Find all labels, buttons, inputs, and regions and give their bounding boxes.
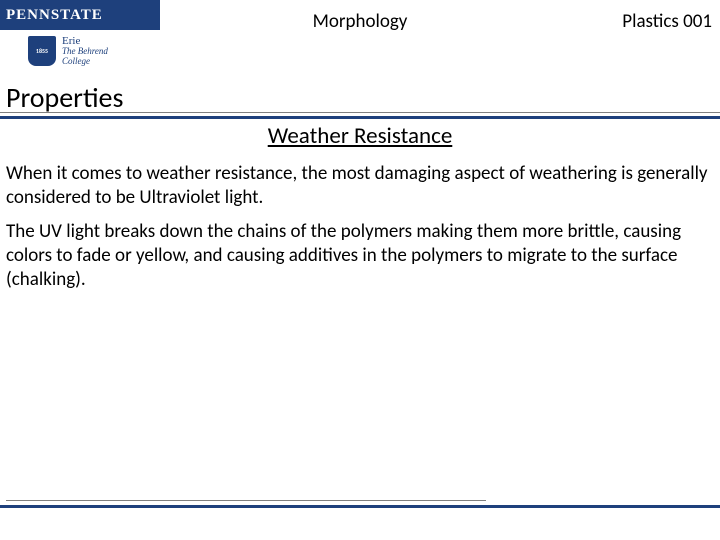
section-title: Properties [6,80,123,115]
header-course: Plastics 001 [622,10,712,33]
shield-icon: 1855 [28,36,56,66]
divider-thin-bottom [6,500,486,501]
body-paragraph-1: When it comes to weather resistance, the… [6,162,716,210]
header-topic: Morphology [0,10,720,33]
divider-blue-top [0,116,720,119]
divider-thin-top [0,112,720,113]
divider-blue-bottom [0,505,720,508]
shield-year: 1855 [36,48,48,54]
body-paragraph-2: The UV light breaks down the chains of t… [6,220,716,291]
slide: PENNSTATE 1855 Erie The Behrend College … [0,0,720,540]
logo-lower: 1855 Erie The Behrend College [0,30,160,72]
logo-campus-block: Erie The Behrend College [62,35,108,67]
logo-college-line2: College [62,57,108,67]
subheading: Weather Resistance [0,122,720,150]
